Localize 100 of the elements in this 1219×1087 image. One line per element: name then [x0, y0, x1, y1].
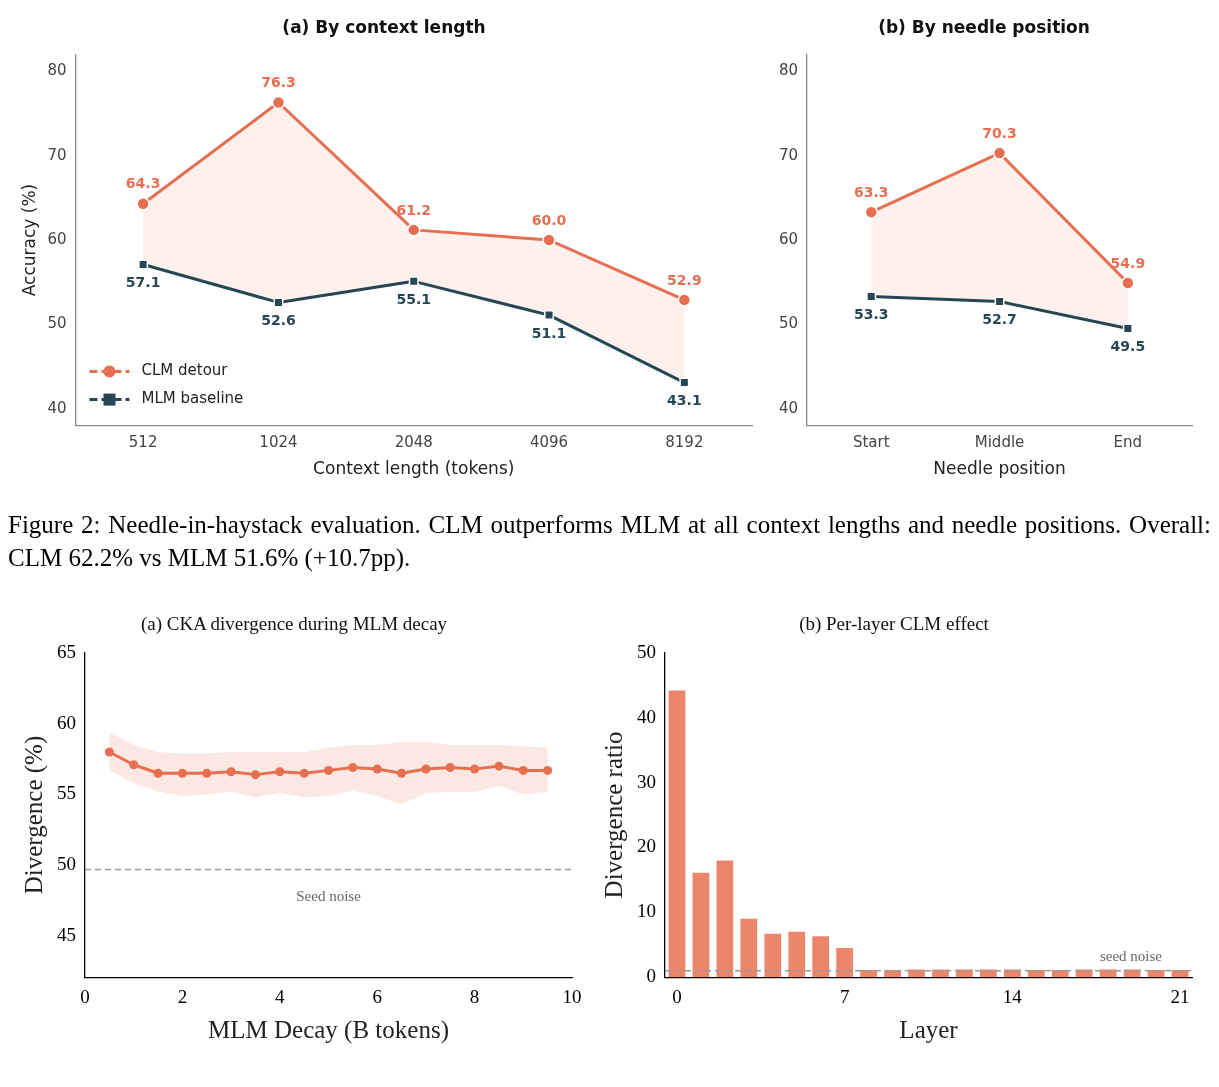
data-label: 51.1: [531, 324, 567, 341]
point: [177, 768, 187, 778]
x-tick-label: Start: [852, 433, 890, 452]
point: [226, 767, 236, 777]
x-tick-label: 10: [562, 985, 582, 1007]
bar: [956, 969, 973, 978]
bar: [1075, 969, 1093, 978]
bar: [908, 969, 925, 978]
point: [275, 767, 285, 777]
data-label: 43.1: [667, 392, 702, 409]
chart-title: (b) Per-layer CLM effect: [799, 613, 990, 636]
x-tick-label: 4096: [529, 433, 569, 452]
point: [136, 196, 150, 211]
y-tick-label: 30: [637, 770, 656, 792]
y-tick-label: 80: [47, 61, 67, 80]
x-tick-label: 2: [177, 985, 188, 1007]
x-axis-title: Layer: [899, 1015, 959, 1043]
caption: Figure 2: Needle-in-haystack evaluation. CLM outperforms MLM at all context lengths and needle positions. Overall: CLM 62.2% vs MLM 51.6% (+10.7pp).: [8, 510, 1211, 574]
x-tick-label: 6: [372, 985, 382, 1007]
y-tick-label: 10: [637, 900, 656, 922]
bar: [1027, 970, 1045, 978]
point: [1121, 276, 1135, 290]
y-tick-label: 50: [47, 314, 67, 333]
data-label: 57.1: [125, 274, 161, 291]
bar: [1051, 970, 1069, 978]
y-tick-label: 20: [637, 835, 656, 857]
bar: [1099, 969, 1117, 978]
chart-title: (b) By needle position: [878, 16, 1090, 37]
data-label: 63.3: [853, 183, 889, 200]
data-label: 53.3: [853, 306, 889, 323]
point: [677, 293, 692, 307]
y-tick-label: 60: [57, 711, 76, 733]
data-label: 52.7: [982, 311, 1017, 328]
legend-label: MLM baseline: [141, 389, 244, 408]
x-tick-label: 0: [80, 985, 90, 1007]
y-tick-label: 70: [47, 145, 67, 164]
point: [348, 763, 358, 773]
point: [129, 760, 139, 770]
y-tick-label: 65: [57, 640, 76, 662]
point: [470, 764, 480, 774]
bar: [1003, 969, 1021, 978]
x-tick-label: 21: [1170, 985, 1190, 1007]
point: [202, 768, 212, 778]
bar: [860, 970, 877, 978]
bar: [692, 872, 710, 978]
y-axis-title: Accuracy (%): [18, 183, 39, 297]
point: [445, 763, 455, 773]
bar: [812, 936, 830, 978]
ref-line-label: Seed noise: [296, 887, 362, 904]
y-axis-title: Divergence ratio: [599, 731, 627, 899]
chart-title: (a) By context length: [282, 16, 486, 37]
x-tick-label: 8: [469, 985, 480, 1007]
point: [494, 761, 504, 771]
point: [421, 764, 431, 774]
data-label: 49.5: [1110, 338, 1146, 355]
x-axis-title: Context length (tokens): [313, 458, 515, 479]
x-tick-label: 512: [128, 433, 158, 452]
point: [544, 310, 555, 321]
data-label: 52.6: [261, 312, 296, 329]
x-axis-title: MLM Decay (B tokens): [208, 1015, 449, 1044]
x-tick-label: 1024: [259, 433, 298, 452]
data-label: 60.0: [531, 211, 567, 228]
legend-label: CLM detour: [141, 361, 229, 380]
data-label: 64.3: [125, 175, 161, 192]
data-label: 70.3: [982, 124, 1017, 141]
point: [271, 95, 286, 110]
y-tick-label: 50: [778, 314, 799, 333]
y-tick-label: 0: [646, 965, 656, 987]
y-tick-label: 60: [47, 229, 67, 248]
chart-title: (a) CKA divergence during MLM decay: [140, 613, 448, 636]
data-label: 61.2: [396, 201, 432, 218]
bar: [668, 690, 686, 978]
y-tick-label: 60: [778, 229, 799, 248]
y-tick-label: 40: [778, 398, 799, 417]
data-label: 55.1: [396, 290, 432, 307]
point: [104, 747, 114, 757]
x-tick-label: 7: [839, 985, 850, 1007]
x-tick-label: 14: [1002, 985, 1023, 1007]
point: [250, 770, 260, 780]
y-tick-label: 55: [57, 782, 76, 804]
x-tick-label: 2048: [394, 433, 433, 452]
bar: [836, 948, 854, 978]
x-tick-label: 8192: [665, 433, 704, 452]
x-axis-title: Needle position: [933, 458, 1066, 479]
point: [542, 233, 556, 247]
y-tick-label: 80: [778, 61, 799, 80]
bar: [932, 969, 949, 978]
y-tick-label: 40: [47, 398, 67, 417]
point: [397, 768, 407, 778]
bar: [740, 918, 758, 978]
x-tick-label: 0: [672, 985, 682, 1007]
data-label: 76.3: [261, 74, 296, 91]
x-tick-label: Middle: [974, 433, 1025, 452]
point: [992, 146, 1007, 160]
data-label: 52.9: [667, 271, 702, 288]
point: [543, 765, 553, 775]
x-tick-label: 4: [275, 985, 286, 1007]
point: [864, 205, 878, 219]
point: [518, 765, 528, 775]
ref-line-label: seed noise: [1099, 948, 1163, 965]
